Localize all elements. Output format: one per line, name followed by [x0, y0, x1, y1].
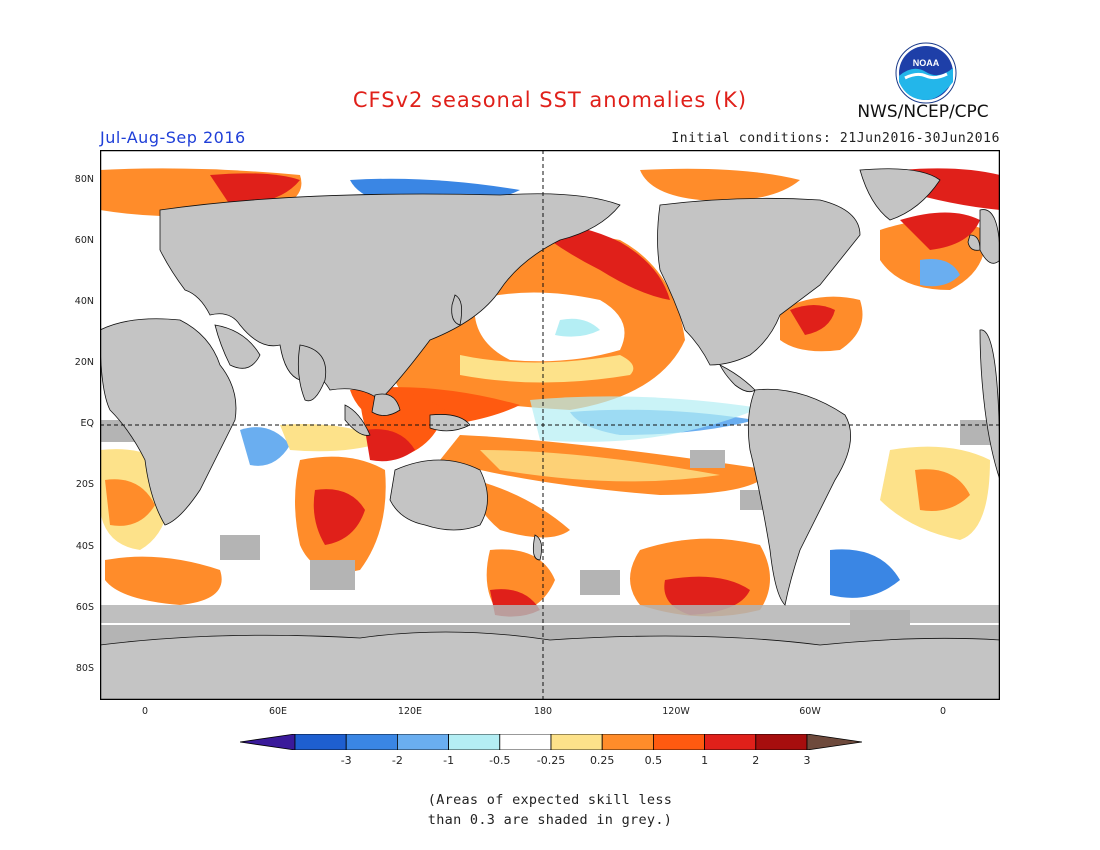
lat-label-20n: 20N [74, 357, 94, 368]
noaa-logo-icon: NOAA [895, 42, 957, 104]
organization-label: NWS/NCEP/CPC [857, 102, 989, 122]
colorbar-box [550, 734, 603, 750]
greenland [859, 168, 941, 221]
lon-label-120e: 120E [397, 706, 423, 717]
lat-label-eq: EQ [80, 418, 94, 429]
north-pacific-strong-warm [530, 224, 670, 300]
colorbar-tick-label: 2 [752, 754, 760, 767]
indian-ocean-cool-west [240, 427, 290, 466]
sst-anomaly-map [100, 150, 1000, 700]
colorbar-tick-label: 0.25 [589, 754, 615, 767]
colorbar-tick-label: 1 [701, 754, 709, 767]
japan [451, 294, 463, 326]
skill-note-line1: (Areas of expected skill less [427, 792, 673, 808]
colorbar-box [601, 734, 654, 750]
lat-label-20s: 20S [75, 479, 94, 490]
north-atlantic-cool [920, 259, 960, 287]
lat-label-80s: 80S [75, 663, 94, 674]
europe-east-edge [979, 209, 1000, 264]
colorbar-tick-label: -1 [443, 754, 455, 767]
australia [389, 459, 488, 531]
southern-indian-warm [105, 556, 222, 605]
lon-label-60w: 60W [799, 706, 821, 717]
indian-ocean-yellow [280, 424, 390, 452]
arabian-peninsula [214, 324, 261, 369]
eurasia [159, 193, 621, 401]
colorbar-box [396, 734, 449, 750]
colorbar-upper-triangle [806, 734, 862, 750]
lon-label-0-right: 0 [939, 706, 947, 717]
india [297, 344, 327, 402]
lon-label-180: 180 [533, 706, 553, 717]
africa-right-edge [979, 329, 1000, 481]
south-pacific-yellow [480, 450, 720, 482]
south-america [747, 388, 851, 606]
south-pacific-warm-diagonal [474, 480, 570, 538]
north-pacific-neutral-core [474, 292, 625, 362]
colorbar-box [652, 734, 705, 750]
colorbar-box [448, 734, 501, 750]
arctic-strong-atlantic-sector [210, 173, 300, 205]
equatorial-pacific-light-cool [530, 396, 760, 442]
new-zealand [532, 534, 543, 561]
lat-label-40s: 40S [75, 541, 94, 552]
arctic-warm-pacific-sector [640, 168, 800, 201]
skill-note-line2: than 0.3 are shaded in grey.) [427, 812, 673, 828]
colorbar-tick-label: 3 [803, 754, 811, 767]
north-atlantic-strong-west [790, 305, 835, 335]
colorbar-lower-triangle [240, 734, 296, 750]
colorbar-tick-label: -0.25 [536, 754, 566, 767]
maritime-continent-strong [365, 429, 415, 462]
north-atlantic-strong-east [900, 212, 980, 250]
lon-label-120w: 120W [662, 706, 690, 717]
colorbar-box [755, 734, 808, 750]
map-frame [100, 150, 1000, 700]
north-pacific-yellow-ring [460, 355, 634, 383]
lat-label-60n: 60N [74, 235, 94, 246]
lat-label-60s: 60S [75, 602, 94, 613]
indian-ocean-strong-east [313, 489, 365, 545]
season-label: Jul-Aug-Sep 2016 [100, 128, 246, 147]
africa [100, 318, 237, 526]
north-america [657, 197, 861, 366]
new-guinea [429, 414, 471, 432]
colorbar-box [499, 734, 552, 750]
land [100, 168, 1000, 700]
lon-label-60e: 60E [268, 706, 288, 717]
north-pacific-cool-spot [555, 318, 600, 337]
colorbar-box [704, 734, 757, 750]
colorbar-tick-label: -0.5 [489, 754, 511, 767]
logo-text: NOAA [913, 58, 940, 68]
borneo [371, 393, 401, 416]
initial-conditions-label: Initial conditions: 21Jun2016-30Jun2016 [671, 131, 1000, 146]
antarctica [100, 631, 1000, 700]
colorbar-box [345, 734, 398, 750]
central-america [719, 364, 756, 393]
south-atlantic-cool [830, 549, 900, 598]
lon-label-0-left: 0 [141, 706, 149, 717]
lat-label-40n: 40N [74, 296, 94, 307]
south-atlantic-east-orange [915, 469, 970, 511]
colorbar-box [294, 734, 347, 750]
colorbar [240, 734, 862, 750]
colorbar-tick-label: -2 [391, 754, 403, 767]
colorbar-tick-label: 0.5 [644, 754, 663, 767]
south-indian-west-orange [105, 479, 155, 526]
sumatra [344, 404, 371, 436]
lat-label-80n: 80N [74, 174, 94, 185]
map-title: CFSv2 seasonal SST anomalies (K) [352, 88, 748, 112]
colorbar-tick-label: -3 [340, 754, 352, 767]
